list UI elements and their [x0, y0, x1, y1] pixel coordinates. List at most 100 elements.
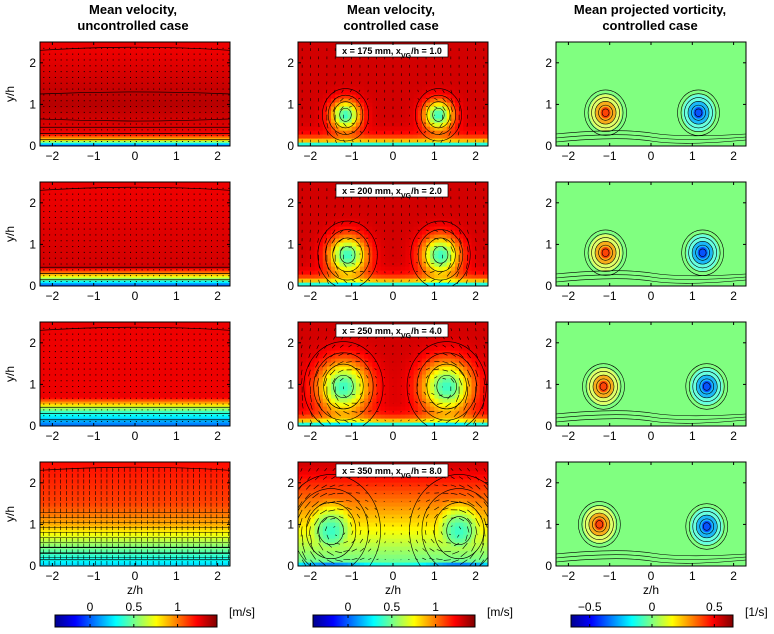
quiver-dot [176, 71, 178, 73]
field-cell [326, 198, 332, 203]
field-cell [384, 246, 390, 251]
field-cell [421, 70, 427, 75]
quiver-dot [199, 187, 201, 189]
field-cell [409, 282, 415, 286]
quiver-dot [228, 409, 230, 411]
quiver-dot [187, 82, 189, 84]
quiver-dot [193, 374, 195, 376]
field-cell [413, 222, 419, 227]
quiver-dot [66, 71, 68, 73]
field-cell [322, 206, 328, 211]
quiver-dot [101, 222, 103, 224]
quiver-dot [216, 216, 218, 218]
field-cell [417, 246, 423, 251]
quiver-dot [147, 240, 149, 242]
field-cell [430, 282, 435, 286]
field-cell [326, 214, 332, 219]
quiver-arrow [440, 139, 443, 143]
field-band [40, 538, 230, 541]
quiver-dot [66, 415, 68, 417]
field-cell [351, 118, 357, 123]
quiver-dot [222, 386, 224, 388]
quiver-dot [216, 397, 218, 399]
field-cell [393, 250, 398, 255]
quiver-dot [72, 397, 74, 399]
quiver-dot [153, 141, 155, 143]
field-cell [335, 198, 340, 203]
quiver-dot [153, 65, 155, 67]
quiver-dot [101, 281, 103, 283]
quiver-dot [158, 76, 160, 78]
field-cell [310, 118, 316, 123]
quiver-dot [193, 65, 195, 67]
field-cell [413, 74, 419, 79]
quiver-dot [187, 228, 189, 230]
x-tick-label: −2 [46, 289, 60, 303]
field-cell [463, 86, 468, 91]
field-cell [417, 230, 423, 235]
field-cell [326, 82, 332, 87]
quiver-dot [176, 47, 178, 49]
quiver-dot [187, 269, 189, 271]
quiver-dot [49, 374, 51, 376]
quiver-dot [211, 263, 212, 265]
quiver-dot [153, 397, 155, 399]
field-band [40, 234, 230, 237]
y-tick-label: 2 [29, 196, 36, 210]
quiver-dot [170, 368, 172, 370]
field-cell [467, 134, 473, 139]
quiver-dot [170, 356, 172, 358]
field-cell [393, 258, 398, 263]
quiver-arrow [332, 98, 336, 103]
field-cell [347, 78, 353, 83]
field-cell [479, 126, 485, 131]
field-cell [442, 110, 448, 115]
quiver-dot [43, 246, 45, 248]
quiver-dot [95, 257, 97, 259]
field-cell [388, 110, 394, 115]
quiver-dot [95, 374, 97, 376]
quiver-dot [130, 234, 132, 236]
field-band [40, 346, 230, 349]
field-cell [368, 90, 373, 95]
quiver-dot [72, 421, 74, 423]
field-cell [479, 98, 485, 103]
field-cell [368, 254, 373, 259]
field-cell [483, 50, 488, 55]
field-cell [454, 102, 460, 107]
field-cell [409, 254, 415, 259]
quiver-dot [222, 59, 224, 61]
field-cell [446, 98, 452, 103]
quiver-dot [199, 94, 201, 96]
field-cell [331, 106, 336, 111]
field-cell [298, 262, 303, 267]
field-cell [438, 90, 444, 95]
field-cell [306, 86, 311, 91]
field-cell [380, 114, 386, 119]
field-cell [347, 254, 353, 259]
field-cell [310, 250, 316, 255]
field-cell [318, 246, 324, 251]
quiver-dot [118, 65, 120, 67]
quiver-dot [182, 117, 184, 119]
field-cell [314, 270, 320, 275]
quiver-dot [141, 94, 143, 96]
quiver-dot [205, 368, 207, 370]
quiver-dot [193, 246, 195, 248]
quiver-dot [182, 246, 184, 248]
field-band [40, 277, 230, 280]
quiver-dot [54, 141, 56, 143]
quiver-dot [141, 391, 143, 393]
field-cell [351, 254, 357, 259]
field-cell [409, 106, 415, 111]
quiver-dot [95, 211, 97, 213]
field-cell [326, 142, 332, 146]
quiver-dot [78, 222, 79, 224]
quiver-dot [211, 275, 212, 277]
field-cell [426, 114, 431, 119]
field-cell [413, 110, 419, 115]
quiver-dot [216, 421, 218, 423]
quiver-dot [205, 257, 207, 259]
quiver-dot [89, 415, 91, 417]
field-cell [409, 58, 415, 63]
